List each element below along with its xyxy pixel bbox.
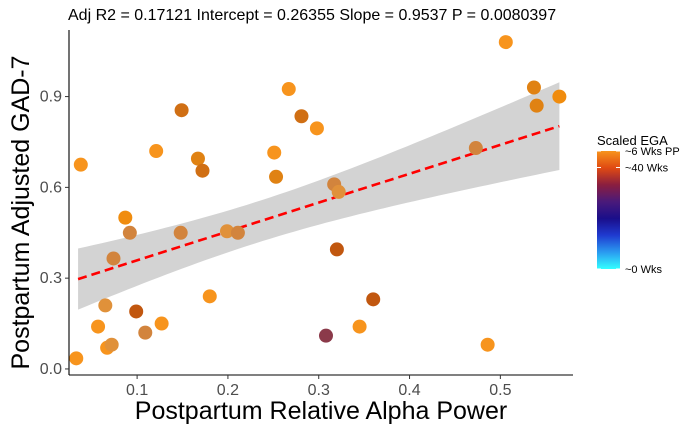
data-point [129,304,144,319]
data-point [98,298,113,313]
data-point [195,163,210,178]
legend-label: ~40 Wks [625,163,669,175]
data-point [118,210,133,225]
data-point [318,328,333,343]
data-point [173,225,188,240]
data-point [498,35,513,50]
data-point [352,319,367,334]
data-point [309,121,324,136]
y-tick-label: 0.3 [40,270,62,287]
chart-subtitle: Adj R2 = 0.17121 Intercept = 0.26355 Slo… [68,7,556,24]
data-point [69,351,84,366]
y-tick-label: 0.6 [40,179,62,196]
data-point [468,141,483,156]
data-point [190,151,205,166]
data-point [202,289,217,304]
y-tick-label: 0.0 [40,361,62,378]
data-point [294,109,309,124]
x-tick-label: 0.5 [489,382,511,399]
y-tick-label: 0.9 [40,89,62,106]
data-point [267,145,282,160]
confidence-band [78,82,560,310]
axes: 0.1 0.2 0.3 0.4 0.5 0.0 0.3 0.6 0.9 [40,30,573,399]
data-point [230,225,245,240]
data-point [220,224,235,239]
data-point [122,225,137,240]
data-point [329,242,344,257]
legend-label: ~6 Wks PP [625,146,680,158]
data-point [73,157,88,172]
data-point [149,144,164,159]
x-tick-label: 0.3 [308,382,330,399]
x-tick-label: 0.4 [398,382,420,399]
x-tick-label: 0.2 [217,382,239,399]
x-tick-label: 0.1 [126,382,148,399]
data-point [281,82,296,97]
legend-title: Scaled EGA [597,133,668,148]
data-point [529,98,544,113]
y-axis-title: Postpartum Adjusted GAD-7 [7,55,35,369]
data-point [480,337,495,352]
x-axis-title: Postpartum Relative Alpha Power [135,397,507,425]
data-point [174,103,189,118]
data-point [138,325,153,340]
data-point [331,184,346,199]
data-point [104,337,119,352]
data-point [91,319,106,334]
data-point [269,169,284,184]
data-point [526,80,541,95]
data-point [366,292,381,307]
legend-colorbar [597,151,620,269]
data-point [106,251,121,266]
data-point [154,316,169,331]
data-point [552,89,567,104]
legend-label: ~0 Wks [625,264,662,276]
plot-area [69,35,567,366]
legend: Scaled EGA ~6 Wks PP ~40 Wks ~0 Wks [597,133,680,276]
